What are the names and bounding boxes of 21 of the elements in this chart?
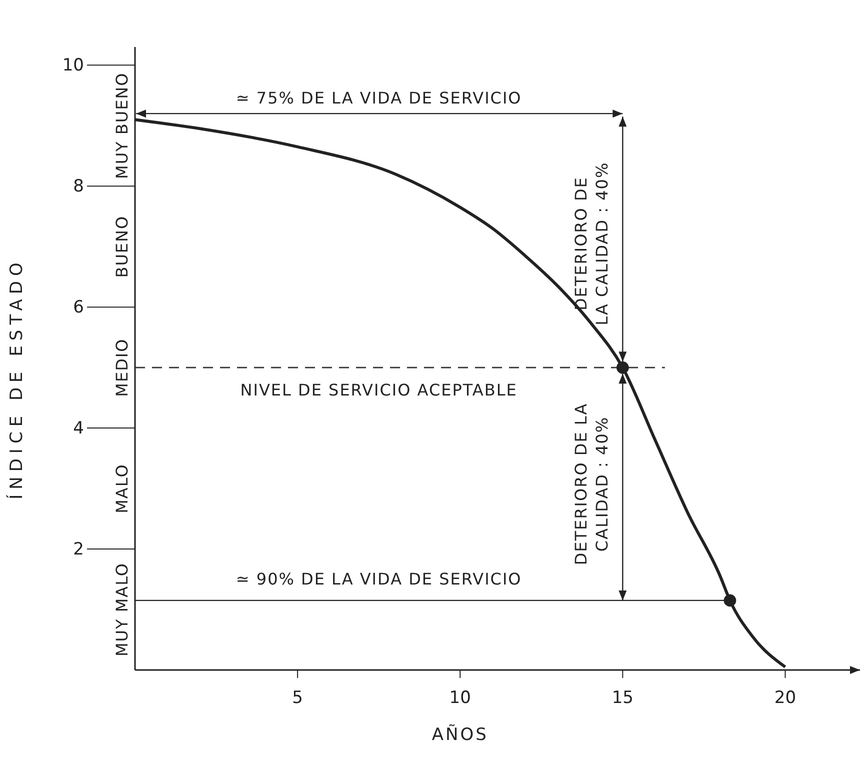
x-axis-title: AÑOS: [432, 724, 488, 745]
annotation: DETERIORO DE LA CALIDAD : 40%: [572, 162, 612, 326]
text: MEDIO: [112, 338, 132, 397]
y-axis-title: ÍNDICE DE ESTADO: [6, 258, 27, 500]
text: MALO: [112, 464, 132, 514]
annotation: DETERIORO DE LA CALIDAD : 40%: [572, 402, 612, 566]
y-tick-label: 8: [73, 176, 84, 197]
annotation: ≃ 75% DE LA VIDA DE SERVICIO: [236, 88, 522, 108]
annotation: ≃ 90% DE LA VIDA DE SERVICIO: [236, 569, 522, 588]
ref-line-label: NIVEL DE SERVICIO ACEPTABLE: [240, 380, 518, 400]
y-tick-label: 2: [73, 539, 84, 560]
y-tick-label: 10: [62, 56, 84, 76]
text: MUY MALO: [112, 562, 132, 657]
text: BUENO: [112, 215, 132, 278]
x-tick-label: 5: [292, 688, 303, 708]
x-tick-label: 20: [774, 688, 796, 708]
y-tick-label: 4: [73, 418, 84, 438]
y-tick-label: 6: [73, 298, 84, 318]
x-tick-label: 10: [449, 688, 471, 708]
text: MUY BUENO: [112, 72, 132, 179]
x-tick-label: 15: [612, 688, 634, 708]
